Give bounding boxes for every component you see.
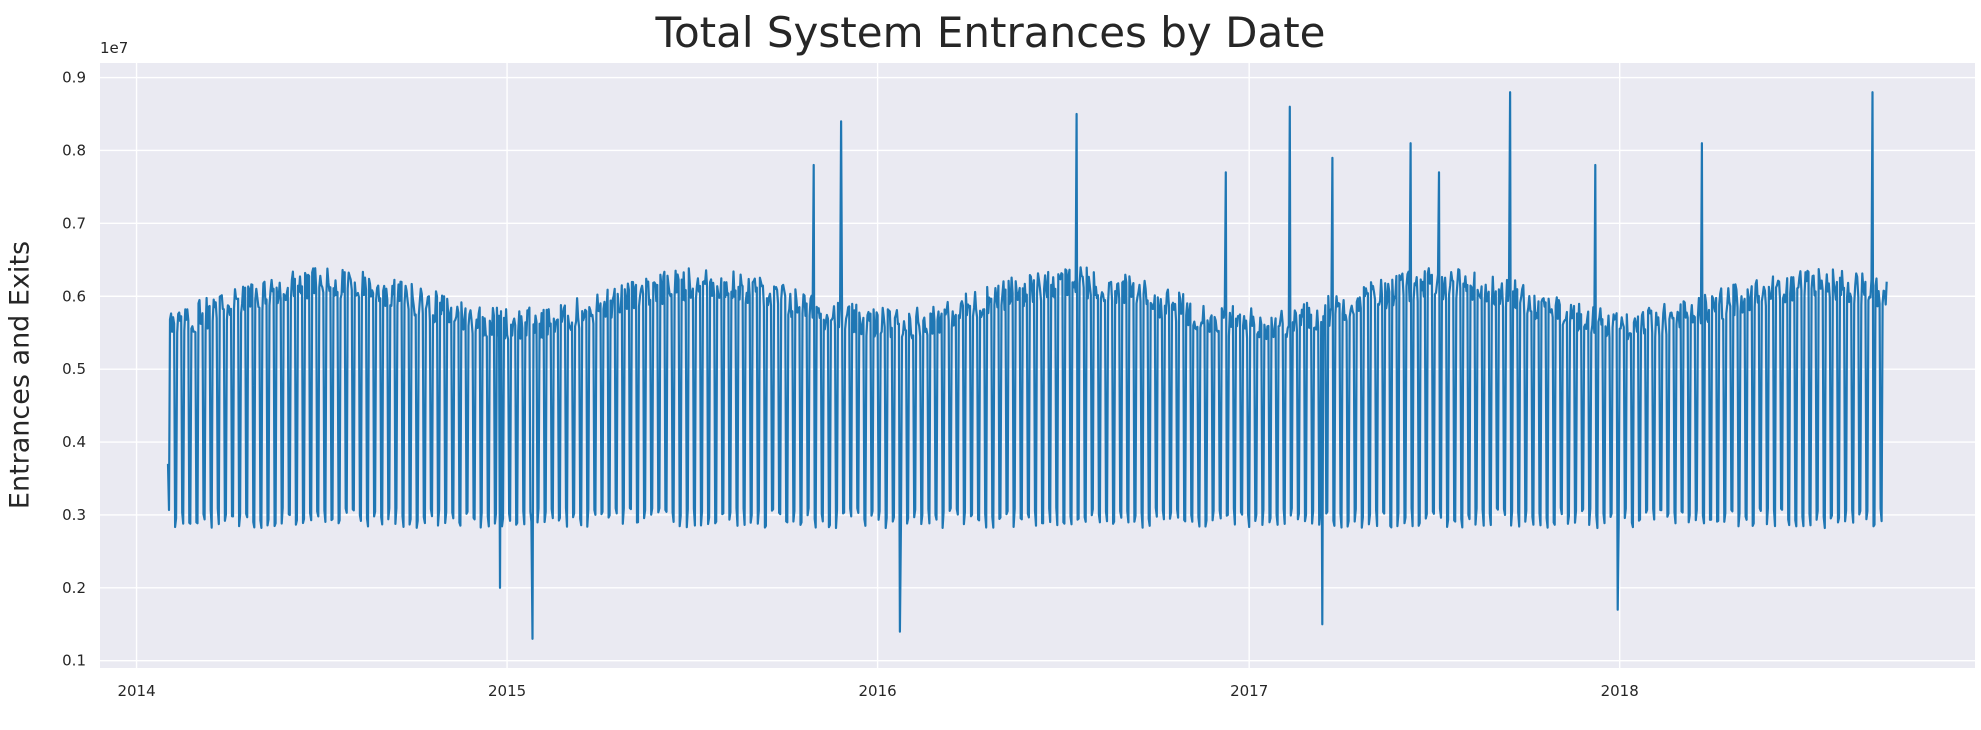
y-tick-label: 0.2: [62, 579, 86, 597]
x-tick-label: 2014: [117, 682, 155, 700]
y-tick-label: 0.9: [62, 69, 86, 87]
y-tick-label: 0.1: [62, 652, 86, 670]
y-tick-label: 0.5: [62, 360, 86, 378]
series-layer: [166, 91, 1888, 640]
series-line: [166, 91, 1888, 640]
y-axis-ticks: 0.1 0.2 0.3 0.4 0.5 0.6 0.7 0.8 0.9: [62, 69, 86, 670]
x-tick-label: 2016: [859, 682, 897, 700]
y-tick-label: 0.4: [62, 433, 86, 451]
x-axis-ticks: 2014 2015 2016 2017 2018: [117, 682, 1638, 700]
x-tick-label: 2017: [1230, 682, 1268, 700]
y-axis-offset-label: 1e7: [100, 39, 128, 57]
y-tick-label: 0.3: [62, 506, 86, 524]
y-tick-label: 0.8: [62, 141, 86, 159]
y-tick-label: 0.6: [62, 287, 86, 305]
y-tick-label: 0.7: [62, 214, 86, 232]
chart-title: Total System Entrances by Date: [655, 8, 1326, 57]
x-tick-label: 2018: [1601, 682, 1639, 700]
x-tick-label: 2015: [488, 682, 526, 700]
